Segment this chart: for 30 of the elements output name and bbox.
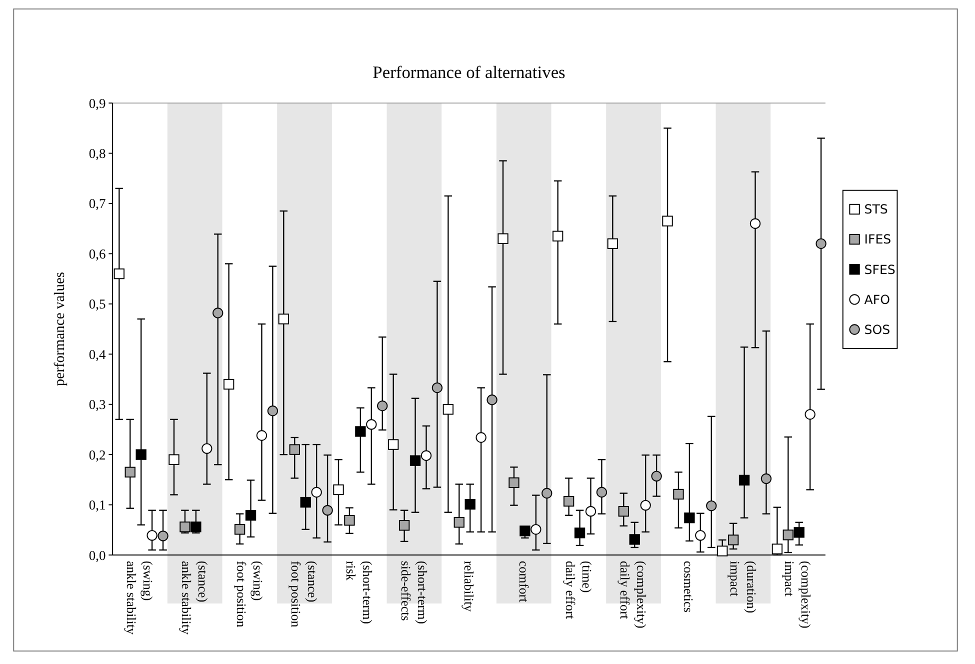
legend-label: IFES bbox=[864, 232, 892, 247]
legend-label: AFO bbox=[864, 292, 890, 307]
y-tick-label: 0,1 bbox=[88, 498, 106, 513]
x-tick-label: risk (short-term) bbox=[344, 560, 375, 624]
x-tick-label: foot position (stance) bbox=[288, 560, 320, 628]
x-tick-label: comfort bbox=[516, 560, 532, 603]
y-tick-label: 0,8 bbox=[88, 146, 106, 162]
y-axis-title: performance values bbox=[52, 272, 68, 386]
y-tick-label: 0,6 bbox=[88, 246, 106, 262]
y-tick-label: 0,7 bbox=[88, 196, 106, 212]
y-tick-label: 0,9 bbox=[88, 96, 106, 111]
legend-label: SFES bbox=[864, 262, 896, 277]
x-tick-label: foot position (swing) bbox=[234, 560, 266, 628]
x-tick-label: daily effort (complexity) bbox=[618, 560, 650, 628]
x-tick-label: cosmetics bbox=[680, 560, 696, 612]
x-tick-label: side-effects (short-term) bbox=[398, 560, 430, 624]
legend-label: STS bbox=[864, 202, 888, 217]
y-tick-label: 0,3 bbox=[88, 397, 106, 412]
x-tick-label: ankle stability (stance) bbox=[179, 560, 210, 636]
y-tick-label: 0,2 bbox=[88, 447, 106, 462]
chart-title: Performance of alternatives bbox=[372, 62, 566, 82]
y-tick-label: 0,5 bbox=[88, 296, 106, 312]
x-tick-label: impact (complexity) bbox=[782, 560, 814, 628]
x-tick-label: impact (duration) bbox=[727, 560, 759, 614]
legend-label: SOS bbox=[864, 322, 890, 337]
y-tick-label: 0,0 bbox=[88, 548, 106, 563]
y-tick-label: 0,4 bbox=[88, 346, 106, 362]
x-tick-label: ankle stability (swing) bbox=[124, 560, 156, 636]
x-tick-label: daily effort (time) bbox=[562, 560, 594, 620]
x-tick-label: reliability bbox=[461, 560, 476, 612]
